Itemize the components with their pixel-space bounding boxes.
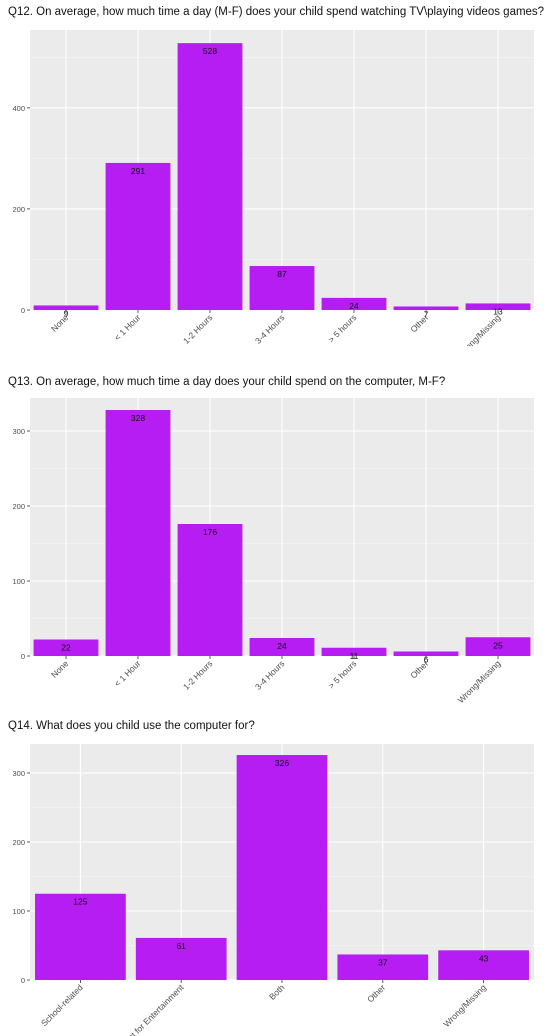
bar	[33, 639, 99, 656]
y-tick-label: 200	[12, 205, 25, 214]
bar	[135, 937, 227, 980]
y-tick-label: 400	[12, 104, 25, 113]
bar	[35, 893, 126, 980]
data-label: 24	[349, 301, 359, 311]
chart-q12: Q12. On average, how much time a day (M-…	[0, 6, 550, 346]
chart-q13-plot: 0 100 200 300 22 None 328 < 1 Hour 176 1-2 Hours 2…	[12, 398, 534, 705]
chart-q14: Q14. What does you child use the compute…	[0, 720, 550, 1036]
chart-title: Q13. On average, how much time a day doe…	[8, 376, 446, 388]
bar	[177, 43, 243, 310]
x-tick-label: < 1 Hour	[112, 312, 142, 342]
data-label: 7	[424, 309, 429, 319]
x-tick-label: > 5 hours	[326, 312, 358, 344]
y-tick-label: 300	[12, 427, 25, 436]
data-label: 87	[277, 269, 287, 279]
bar	[393, 306, 459, 310]
bar	[465, 303, 531, 310]
x-tick-label: Other	[365, 982, 387, 1004]
x-tick-label: None	[49, 658, 71, 680]
data-label: 37	[378, 957, 388, 967]
x-tick-label: Internet for Entertainment	[110, 982, 186, 1036]
data-label: 326	[275, 758, 289, 768]
x-tick-label: 3-4 Hours	[253, 658, 286, 691]
data-label: 528	[203, 46, 217, 56]
x-tick-label: 1-2 Hours	[181, 312, 214, 345]
chart-title: Q14. What does you child use the compute…	[8, 720, 255, 732]
x-tick-label: School-related	[39, 982, 85, 1028]
bar	[177, 524, 243, 656]
bar	[321, 647, 387, 656]
y-tick-label: 0	[21, 976, 25, 985]
data-label: 61	[176, 941, 186, 951]
y-tick-label: 200	[12, 502, 25, 511]
data-label: 25	[493, 640, 503, 650]
x-tick-label: Wrong/Missing	[456, 312, 503, 346]
data-label: 22	[61, 643, 71, 653]
data-label: 328	[131, 413, 145, 423]
data-label: 11	[350, 651, 359, 661]
bar	[105, 162, 171, 310]
chart-q13: Q13. On average, how much time a day doe…	[0, 376, 550, 706]
y-tick-label: 0	[21, 652, 25, 661]
x-tick-label: 3-4 Hours	[253, 312, 286, 345]
data-label: 43	[479, 953, 489, 963]
y-tick-label: 100	[12, 907, 25, 916]
y-tick-label: 100	[12, 577, 25, 586]
bar	[105, 410, 171, 656]
data-label: 6	[424, 655, 429, 665]
bar	[33, 305, 99, 310]
bar	[393, 651, 459, 656]
chart-q14-plot: 0 100 200 300 125 School-related 61 Internet fo…	[12, 744, 534, 1036]
y-tick-label: 200	[12, 838, 25, 847]
x-tick-label: > 5 hours	[326, 658, 358, 690]
x-tick-label: < 1 Hour	[112, 658, 142, 688]
bar	[465, 637, 531, 656]
data-label: 9	[64, 308, 69, 318]
y-tick-label: 0	[21, 306, 25, 315]
x-tick-label: Wrong/Missing	[456, 658, 503, 705]
x-tick-label: 1-2 Hours	[181, 658, 214, 691]
x-tick-label: Wrong/Missing	[441, 982, 488, 1029]
y-tick-label: 300	[12, 769, 25, 778]
bar	[249, 266, 315, 310]
bar	[321, 297, 387, 310]
bar	[249, 638, 315, 656]
data-label: 291	[131, 166, 145, 176]
data-label: 176	[203, 527, 217, 537]
x-tick-label: Both	[267, 982, 287, 1002]
bar	[438, 950, 529, 980]
data-label: 24	[277, 641, 287, 651]
data-label: 125	[73, 897, 87, 907]
bar	[236, 755, 328, 980]
bar	[337, 954, 429, 980]
chart-title: Q12. On average, how much time a day (M-…	[8, 6, 545, 18]
